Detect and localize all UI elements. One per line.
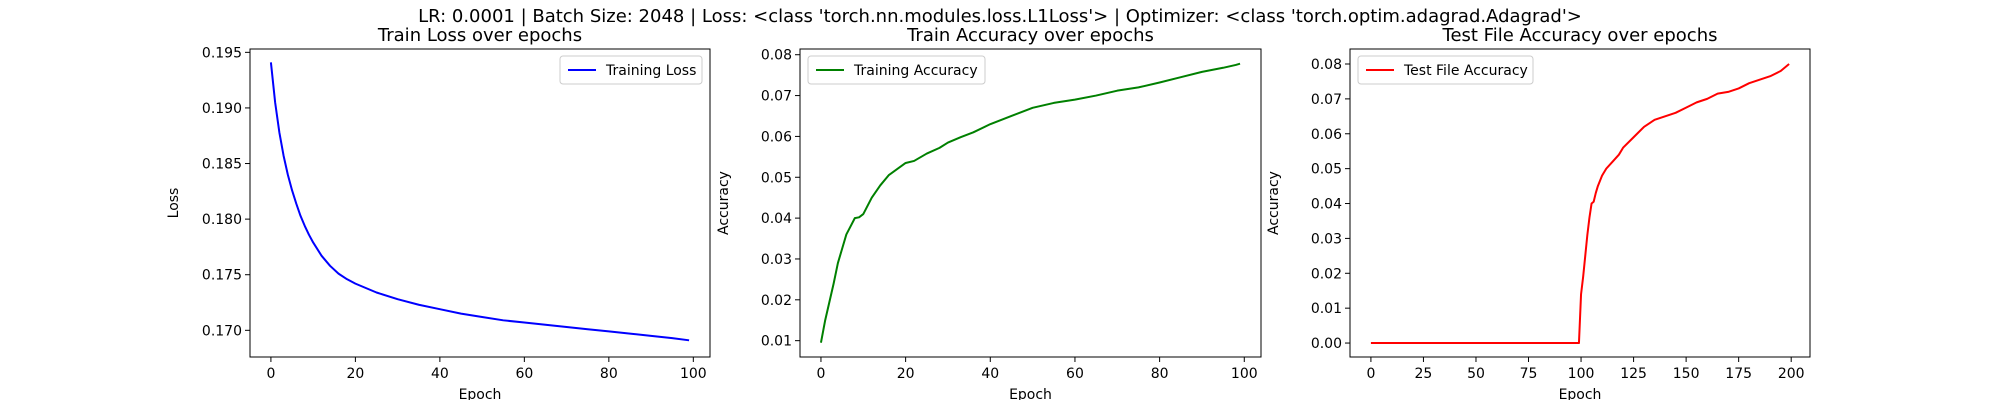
y-tick-label: 0.08 xyxy=(761,48,792,64)
y-tick-label: 0.07 xyxy=(1311,92,1342,108)
y-tick-label: 0.03 xyxy=(1311,231,1342,247)
x-tick-label: 100 xyxy=(1231,366,1258,382)
legend-box xyxy=(1357,55,1534,85)
legend-box xyxy=(559,55,703,85)
y-tick-label: 0.190 xyxy=(202,101,242,117)
x-tick-label: 20 xyxy=(897,366,915,382)
y-tick-label: 0.02 xyxy=(1311,266,1342,282)
x-tick-label: 175 xyxy=(1725,366,1752,382)
x-tick-label: 20 xyxy=(346,366,364,382)
y-tick-label: 0.03 xyxy=(761,252,792,268)
x-tick-label: 125 xyxy=(1620,366,1647,382)
legend: Training Accuracy xyxy=(807,55,986,85)
x-tick-label: 80 xyxy=(1151,366,1169,382)
axes-frame xyxy=(799,48,1262,358)
axes-title: Test File Accuracy over epochs xyxy=(1442,25,1718,46)
series-line-training-loss xyxy=(269,62,690,342)
y-tick-label: 0.06 xyxy=(761,129,792,145)
series-line-training-accuracy xyxy=(819,62,1241,343)
y-axis-label: Loss xyxy=(166,188,182,219)
y-tick-label: 0.01 xyxy=(1311,301,1342,317)
x-tick-label: 100 xyxy=(680,366,707,382)
x-tick-label: 100 xyxy=(1568,366,1595,382)
axes-3: Test File Accuracy over epochs 0 25 50 75 100… xyxy=(1266,25,1811,400)
y-axis-label: Accuracy xyxy=(1266,171,1282,235)
x-tick-label: 25 xyxy=(1415,366,1433,382)
y-tick-label: 0.00 xyxy=(1311,336,1342,352)
x-tick-label: 50 xyxy=(1467,366,1485,382)
y-tick-label: 0.02 xyxy=(761,293,792,309)
y-axis-label: Accuracy xyxy=(716,171,732,235)
x-tick-label: 0 xyxy=(1366,366,1375,382)
axes-1: Train Loss over epochs 0 20 40 60 80 100 0.170 0… xyxy=(166,25,711,400)
axes-title: Train Loss over epochs xyxy=(377,25,582,46)
legend: Test File Accuracy xyxy=(1357,55,1534,85)
x-tick-label: 200 xyxy=(1778,366,1805,382)
x-tick-label: 0 xyxy=(816,366,825,382)
legend-label: Training Accuracy xyxy=(853,63,978,79)
series-line-test-file-accuracy xyxy=(1370,63,1790,345)
y-tick-label: 0.170 xyxy=(202,323,242,339)
axes-title: Train Accuracy over epochs xyxy=(906,25,1154,46)
x-tick-label: 150 xyxy=(1673,366,1700,382)
x-tick-label: 75 xyxy=(1520,366,1538,382)
legend-box xyxy=(807,55,986,85)
legend-label: Training Loss xyxy=(605,63,696,79)
y-tick-label: 0.185 xyxy=(202,157,242,173)
legend-label: Test File Accuracy xyxy=(1403,63,1528,79)
y-tick-label: 0.175 xyxy=(202,268,242,284)
axes-frame xyxy=(249,48,711,358)
x-axis-label: Epoch xyxy=(1009,387,1052,400)
x-axis-label: Epoch xyxy=(1559,387,1602,400)
x-tick-label: 0 xyxy=(266,366,275,382)
x-tick-label: 40 xyxy=(431,366,449,382)
y-tick-label: 0.01 xyxy=(761,334,792,350)
y-tick-label: 0.04 xyxy=(1311,197,1342,213)
y-tick-label: 0.07 xyxy=(761,89,792,105)
x-tick-label: 60 xyxy=(1066,366,1084,382)
y-tick-label: 0.04 xyxy=(761,211,792,227)
axes-container: Train Loss over epochs 0 20 40 60 80 100 0.170 0… xyxy=(166,25,1811,400)
x-tick-label: 40 xyxy=(981,366,999,382)
legend: Training Loss xyxy=(559,55,703,85)
y-tick-label: 0.08 xyxy=(1311,57,1342,73)
y-tick-label: 0.05 xyxy=(1311,162,1342,178)
axes-frame xyxy=(1349,48,1811,358)
figure-suptitle: LR: 0.0001 | Batch Size: 2048 | Loss: <c… xyxy=(418,6,1582,27)
axes-2: Train Accuracy over epochs 0 20 40 60 80 100 0.… xyxy=(716,25,1262,400)
y-tick-label: 0.06 xyxy=(1311,127,1342,143)
y-tick-label: 0.05 xyxy=(761,170,792,186)
y-tick-label: 0.195 xyxy=(202,45,242,61)
x-axis-label: Epoch xyxy=(459,387,502,400)
y-tick-label: 0.180 xyxy=(202,212,242,228)
x-tick-label: 80 xyxy=(600,366,618,382)
x-tick-label: 60 xyxy=(515,366,533,382)
